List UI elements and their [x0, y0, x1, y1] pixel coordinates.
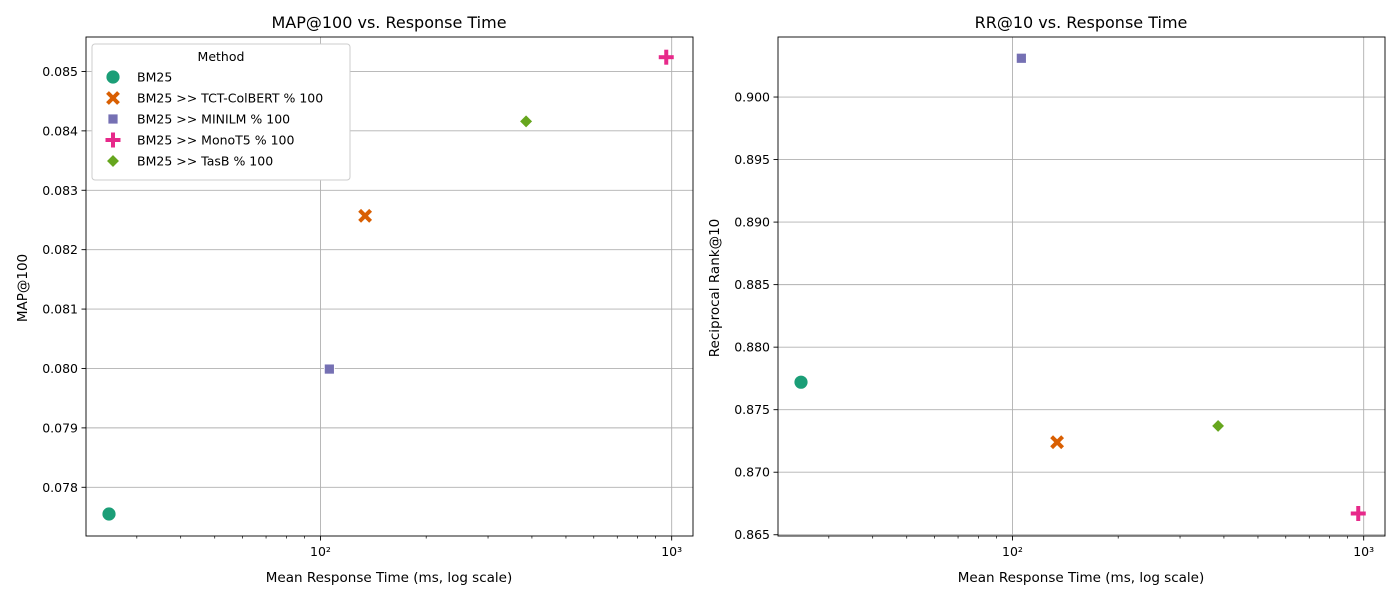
- legend-item: BM25 >> TCT-ColBERT % 100: [106, 91, 323, 106]
- x-axis-label: Mean Response Time (ms, log scale): [958, 570, 1205, 586]
- y-tick-label: 0.890: [734, 215, 770, 230]
- legend-label: BM25 >> TCT-ColBERT % 100: [137, 91, 323, 106]
- y-tick-label: 0.079: [42, 420, 78, 435]
- data-point: [323, 363, 335, 375]
- legend-frame: [91, 43, 351, 181]
- chart-title: MAP@100 vs. Response Time: [271, 13, 506, 32]
- legend-label: BM25 >> MINILM % 100: [137, 112, 290, 127]
- legend-title: Method: [198, 49, 245, 64]
- y-tick-label: 0.082: [42, 242, 78, 257]
- legend: Method BM25 BM25 >> TCT-ColBERT % 100 BM25 …: [91, 43, 351, 181]
- chart-map-vs-response-time: MAP@100 vs. Response Time Mean Response …: [15, 13, 694, 586]
- y-tick-label: 0.900: [734, 90, 770, 105]
- x-axis-label: Mean Response Time (ms, log scale): [266, 570, 513, 586]
- y-tick-label: 0.080: [42, 361, 78, 376]
- data-point: [1211, 418, 1226, 434]
- y-tick-label: 0.085: [42, 64, 78, 79]
- legend-item: BM25: [105, 69, 172, 85]
- y-axis-label: Reciprocal Rank@10: [707, 219, 723, 357]
- y-tick-label: 0.081: [42, 302, 78, 317]
- data-point: [519, 114, 534, 129]
- grid: [778, 37, 1385, 536]
- y-tick-label: 0.084: [42, 123, 78, 138]
- chart-title: RR@10 vs. Response Time: [975, 13, 1188, 32]
- y-tick-label: 0.078: [42, 480, 78, 495]
- y-tick-label: 0.895: [734, 152, 770, 167]
- y-tick-label: 0.870: [734, 465, 770, 480]
- legend-item: BM25 >> TasB % 100: [105, 153, 273, 169]
- legend-marker: [106, 91, 120, 105]
- x-tick-label: 10²: [310, 544, 331, 559]
- ticks: 10² 10³ 0.865 0.870 0.875 0.880 0.885 0.890 0.89…: [734, 90, 1374, 559]
- y-tick-label: 0.865: [734, 527, 770, 542]
- grid: [86, 37, 693, 536]
- legend-item: BM25 >> MINILM % 100: [107, 112, 290, 127]
- y-axis-label: MAP@100: [15, 254, 31, 322]
- data-point: [358, 208, 373, 223]
- legend-label: BM25 >> MonoT5 % 100: [137, 133, 294, 148]
- legend-label: BM25 >> TasB % 100: [137, 154, 273, 169]
- y-tick-label: 0.875: [734, 402, 770, 417]
- data-point: [1350, 505, 1366, 521]
- x-tick-label: 10²: [1002, 544, 1023, 559]
- chart-rr-vs-response-time: RR@10 vs. Response Time Mean Response Ti…: [707, 13, 1386, 586]
- data-point: [1015, 52, 1027, 64]
- ticks: 10² 10³ 0.078 0.079 0.080 0.081 0.082 0.083 0.08…: [42, 64, 682, 559]
- data-points: [101, 49, 674, 522]
- data-points: [793, 52, 1366, 521]
- legend-item: BM25 >> MonoT5 % 100: [105, 132, 294, 148]
- y-tick-label: 0.885: [734, 277, 770, 292]
- data-point: [1050, 435, 1065, 450]
- x-tick-label: 10³: [1353, 544, 1374, 559]
- plot-frame: [777, 36, 1386, 537]
- legend-marker: [105, 153, 121, 169]
- y-tick-label: 0.083: [42, 183, 78, 198]
- data-point: [658, 49, 674, 65]
- y-tick-label: 0.880: [734, 340, 770, 355]
- legend-marker: [107, 113, 119, 125]
- legend-marker: [105, 132, 121, 148]
- data-point: [793, 374, 809, 390]
- plot-frame: [85, 36, 694, 537]
- legend-marker: [105, 69, 121, 85]
- data-point: [101, 506, 117, 522]
- legend-label: BM25: [137, 70, 172, 85]
- x-tick-label: 10³: [661, 544, 682, 559]
